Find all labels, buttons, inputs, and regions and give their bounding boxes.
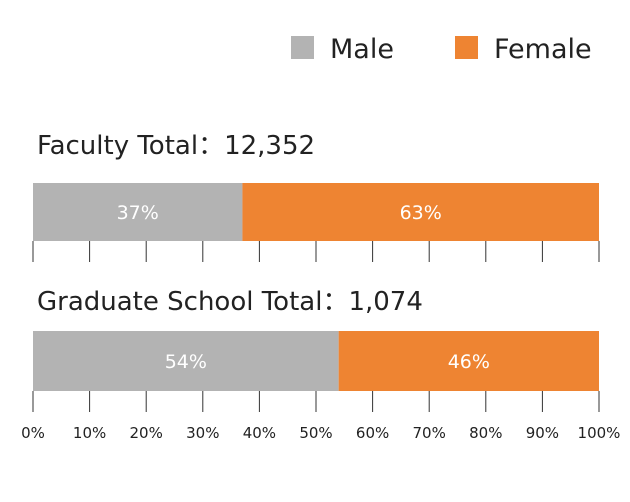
data-label-female: 63% [400,202,442,224]
bar-groups: Faculty Total：12,352 37% 63% Graduate Schoo… [32,131,600,391]
tick-label: 50% [299,424,332,442]
bar-segment-male [33,183,243,241]
group-1: Faculty Total：12,352 37% 63% [32,131,600,262]
legend-label-male: Male [330,34,394,65]
bar-segment-female [338,331,599,391]
group-2: Graduate School Total：1,074 54% 46% [33,287,599,391]
tick-label: 100% [578,424,621,442]
tick-label: 70% [413,424,446,442]
tick-label: 80% [469,424,502,442]
tick-label: 90% [526,424,559,442]
legend: Male Female [291,34,592,65]
tick-label: 60% [356,424,389,442]
legend-swatch-male [291,36,314,59]
legend-label-female: Female [494,34,592,65]
group-title: Graduate School Total：1,074 [37,287,423,317]
group-title: Faculty Total：12,352 [37,131,315,161]
data-label-female: 46% [448,351,490,373]
bar-segment-female [242,183,600,241]
legend-swatch-female [455,36,478,59]
data-label-male: 54% [165,351,207,373]
tick-label: 30% [186,424,219,442]
tick-label: 40% [243,424,276,442]
bar-segment-male [33,331,339,391]
tick-label: 0% [21,424,45,442]
tick-label: 20% [130,424,163,442]
x-axis: 0% 10% 20% 30% 40% 50% 60% 70% 80% 90% 100% [21,391,620,442]
tick-label: 10% [73,424,106,442]
data-label-male: 37% [117,202,159,224]
